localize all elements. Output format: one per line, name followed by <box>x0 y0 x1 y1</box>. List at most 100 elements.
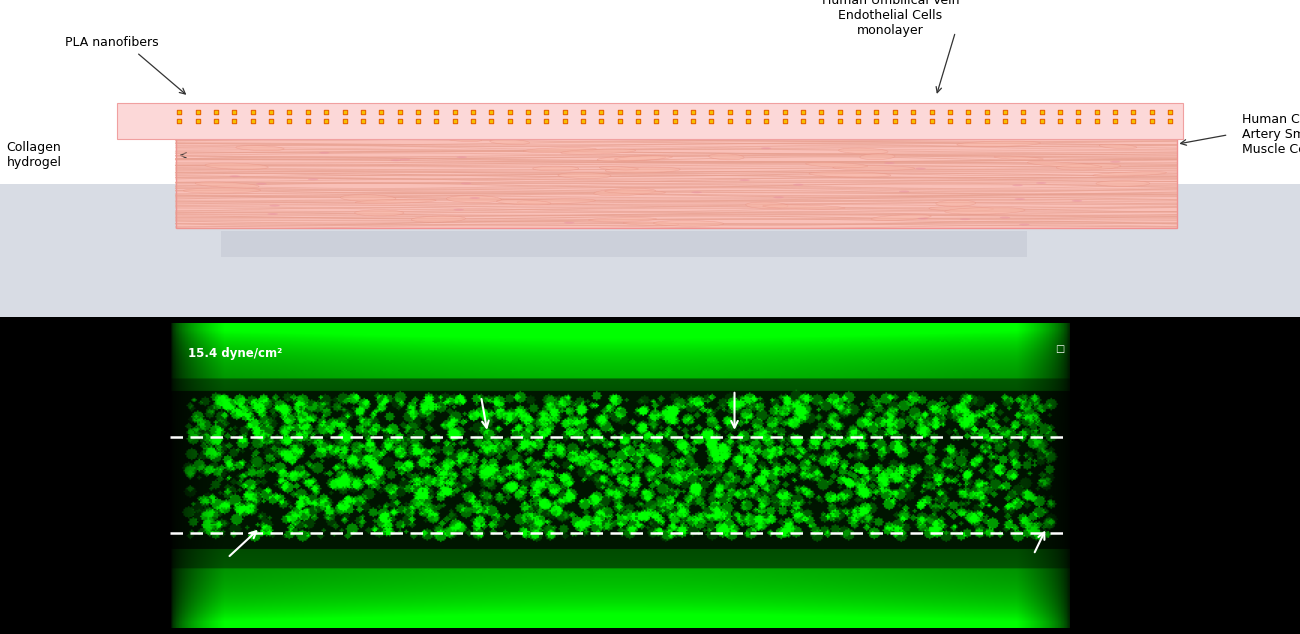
Ellipse shape <box>524 148 597 153</box>
Point <box>775 107 796 117</box>
Point <box>976 107 997 117</box>
Point <box>481 107 502 117</box>
Point <box>554 116 575 126</box>
Ellipse shape <box>930 207 993 211</box>
Point <box>242 116 263 126</box>
Ellipse shape <box>1000 217 1010 219</box>
Point <box>536 116 556 126</box>
Ellipse shape <box>763 205 845 209</box>
Ellipse shape <box>871 214 931 221</box>
Point <box>407 107 428 117</box>
Ellipse shape <box>746 202 788 209</box>
Point <box>1123 116 1144 126</box>
Point <box>757 107 777 117</box>
Point <box>554 107 575 117</box>
Ellipse shape <box>230 175 240 177</box>
Point <box>775 116 796 126</box>
Ellipse shape <box>918 217 928 219</box>
Point <box>280 116 300 126</box>
Point <box>1160 116 1180 126</box>
Point <box>1087 116 1108 126</box>
Ellipse shape <box>195 182 259 188</box>
Point <box>389 107 410 117</box>
Bar <box>176 133 1176 228</box>
Ellipse shape <box>594 188 655 196</box>
Point <box>829 116 850 126</box>
Point <box>682 116 703 126</box>
Point <box>261 107 282 117</box>
Point <box>205 116 226 126</box>
Point <box>1013 107 1034 117</box>
Point <box>389 116 410 126</box>
Point <box>866 116 887 126</box>
Point <box>426 107 447 117</box>
Ellipse shape <box>806 162 867 167</box>
Point <box>628 116 649 126</box>
Point <box>169 107 190 117</box>
Point <box>242 116 263 126</box>
Ellipse shape <box>959 218 970 220</box>
Point <box>737 116 758 126</box>
Point <box>922 116 942 126</box>
Point <box>224 116 244 126</box>
Point <box>1123 116 1144 126</box>
Point <box>187 116 208 126</box>
Point <box>976 107 997 117</box>
Point <box>352 107 373 117</box>
Ellipse shape <box>740 179 750 181</box>
Point <box>481 116 502 126</box>
Ellipse shape <box>1110 161 1121 163</box>
Ellipse shape <box>268 213 278 215</box>
Point <box>775 107 796 117</box>
Ellipse shape <box>456 156 467 158</box>
Ellipse shape <box>599 167 638 170</box>
Point <box>757 116 777 126</box>
Point <box>884 116 905 126</box>
Ellipse shape <box>308 178 318 180</box>
Point <box>737 107 758 117</box>
Point <box>1160 107 1180 117</box>
Point <box>1160 116 1180 126</box>
Ellipse shape <box>760 147 771 149</box>
Point <box>1123 107 1144 117</box>
Ellipse shape <box>1100 144 1136 148</box>
Text: Human Coronary
Artery Smooth
Muscle Cells: Human Coronary Artery Smooth Muscle Cell… <box>1242 113 1300 156</box>
Point <box>370 116 391 126</box>
Point <box>187 107 208 117</box>
Ellipse shape <box>560 149 636 154</box>
Point <box>426 116 447 126</box>
Point <box>628 107 649 117</box>
Ellipse shape <box>564 222 575 224</box>
Point <box>866 107 887 117</box>
Ellipse shape <box>654 221 724 226</box>
Ellipse shape <box>936 200 976 206</box>
Point <box>719 107 740 117</box>
Point <box>958 107 979 117</box>
Ellipse shape <box>915 168 926 170</box>
Point <box>848 107 868 117</box>
Ellipse shape <box>269 205 280 207</box>
Point <box>261 116 282 126</box>
Point <box>793 116 814 126</box>
Point <box>572 107 593 117</box>
Point <box>242 107 263 117</box>
Point <box>1031 116 1052 126</box>
Ellipse shape <box>454 209 464 210</box>
Point <box>224 107 244 117</box>
Point <box>1087 107 1108 117</box>
Point <box>646 107 667 117</box>
Point <box>1105 107 1126 117</box>
Point <box>261 116 282 126</box>
Ellipse shape <box>606 167 680 173</box>
Point <box>205 107 226 117</box>
Point <box>610 116 630 126</box>
Point <box>316 107 337 117</box>
Point <box>940 107 961 117</box>
Point <box>517 116 538 126</box>
Point <box>352 116 373 126</box>
Point <box>536 107 556 117</box>
Point <box>646 107 667 117</box>
Point <box>1105 116 1126 126</box>
Point <box>389 107 410 117</box>
Ellipse shape <box>1015 198 1026 200</box>
